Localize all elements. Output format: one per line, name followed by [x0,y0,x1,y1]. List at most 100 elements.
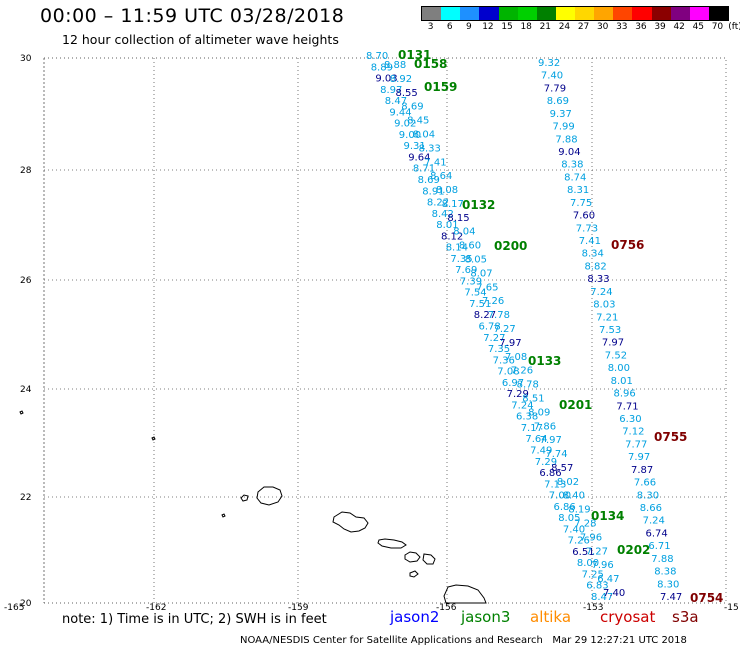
color-scale-label: 24 [558,22,571,32]
island-outline [422,553,436,565]
color-swatch [670,7,690,20]
latitude-label: 28 [20,166,32,176]
wave-height-value: 8.88 [384,60,406,71]
island-outline [443,584,487,604]
pass-time-label: 0158 [414,57,447,71]
wave-height-value: 8.33 [419,143,441,154]
wave-height-value: 7.51 [469,299,491,310]
color-scale-label: 18 [520,22,532,32]
wave-height-value: 8.45 [407,116,429,127]
coastline [19,410,487,604]
wave-height-value: 7.26 [568,536,590,547]
wave-height-value: 7.73 [576,223,598,234]
wave-height-value: 9.44 [389,107,411,118]
wave-height-value: 8.33 [587,274,609,285]
wave-height-value: 8.60 [459,241,481,252]
color-swatch [632,7,652,20]
wave-height-value: 7.35 [450,254,472,265]
wave-height-value: 6.83 [586,581,608,592]
wave-height-value: 8.00 [608,363,630,374]
wave-height-value: 7.97 [628,452,650,463]
wave-height-value: 8.69 [401,102,423,113]
wave-height-value: 8.12 [441,231,463,242]
pass-time-label: 0756 [611,238,644,252]
wave-height-value: 8.04 [413,130,435,141]
color-swatch [708,7,728,20]
wave-height-value: 7.78 [488,310,510,321]
latitude-label: 20 [20,599,32,609]
wave-height-value: 7.66 [634,478,656,489]
pass-time-label: 0201 [559,398,592,412]
longitude-label: -15 [724,603,739,613]
color-scale-label: 15 [501,22,513,32]
longitude-label: -153 [583,603,603,613]
map-frame [43,57,727,604]
pass-time-label: 0755 [654,430,687,444]
pass-time-label: 0202 [617,543,650,557]
wave-height-value: 7.79 [544,83,566,94]
wave-height-value: 7.47 [660,592,682,603]
wave-height-value: 6.97 [502,378,524,389]
wave-height-value: 7.08 [505,352,527,363]
legend-item-altika: altika [530,608,572,626]
wave-height-value: 7.00 [549,491,571,502]
wave-height-value: 7.54 [464,288,486,299]
color-swatch [613,7,633,20]
wave-height-value: 8.78 [517,380,539,391]
wave-height-value: 7.53 [599,325,621,336]
island-outline [409,570,419,578]
color-scale-label: 45 [692,22,705,32]
legend-item-jason3: jason3 [461,608,511,626]
wave-height-value: 7.96 [592,560,614,571]
pass-time-label: 0134 [591,509,624,523]
island-outline [377,538,407,549]
latitude-label: 26 [20,276,32,286]
wave-height-value: 8.51 [522,394,544,405]
wave-height-value: 9.64 [408,152,430,163]
wave-height-value: 9.04 [558,147,580,158]
units-note: note: 1) Time is in UTC; 2) SWH is in fe… [62,612,327,627]
wave-height-value: 8.38 [654,567,676,578]
wave-height-value: 7.35 [488,344,510,355]
wave-height-value: 8.04 [453,227,475,238]
latitude-label: 24 [20,385,32,395]
wave-height-value: 8.02 [557,477,579,488]
wave-height-value: 8.74 [564,172,586,183]
color-scale-label: 42 [673,22,685,32]
wave-height-value: 7.60 [573,211,595,222]
wave-height-value: 7.64 [525,434,547,445]
color-scale-unit: (ft) [728,22,740,32]
wave-height-value: 7.41 [424,157,446,168]
wave-height-value: 7.24 [643,516,665,527]
island-outline [151,436,156,441]
wave-height-value: 7.17 [521,423,543,434]
wave-height-value: 8.31 [567,185,589,196]
wave-height-value: 7.24 [590,287,612,298]
wave-height-value: 8.89 [371,62,393,73]
island-outline [221,513,226,518]
wave-height-value: 7.75 [570,198,592,209]
wave-height-value: 7.65 [476,282,498,293]
wave-height-value: 6.78 [479,322,501,333]
wave-height-value: 8.57 [551,463,573,474]
wave-height-value: 8.01 [436,220,458,231]
wave-height-value: 7.77 [625,439,647,450]
wave-height-value: 7.97 [540,435,562,446]
color-swatch [460,7,480,20]
wave-height-value: 8.00 [577,558,599,569]
wave-height-value: 7.21 [596,312,618,323]
latitude-label: 30 [20,54,32,64]
longitude-label: -156 [436,603,457,613]
wave-height-value: 7.08 [497,367,519,378]
wave-height-value: 8.66 [640,503,662,514]
wave-height-value: 7.87 [631,465,653,476]
wave-height-value: 7.40 [603,588,625,599]
wave-height-value: 8.01 [611,376,633,387]
color-swatch [575,7,595,20]
wave-height-value: 6.30 [619,414,641,425]
wave-height-value: 8.69 [418,175,440,186]
wave-height-value: 8.14 [446,243,468,254]
color-swatch [536,7,556,20]
wave-height-value: 9.02 [394,119,416,130]
